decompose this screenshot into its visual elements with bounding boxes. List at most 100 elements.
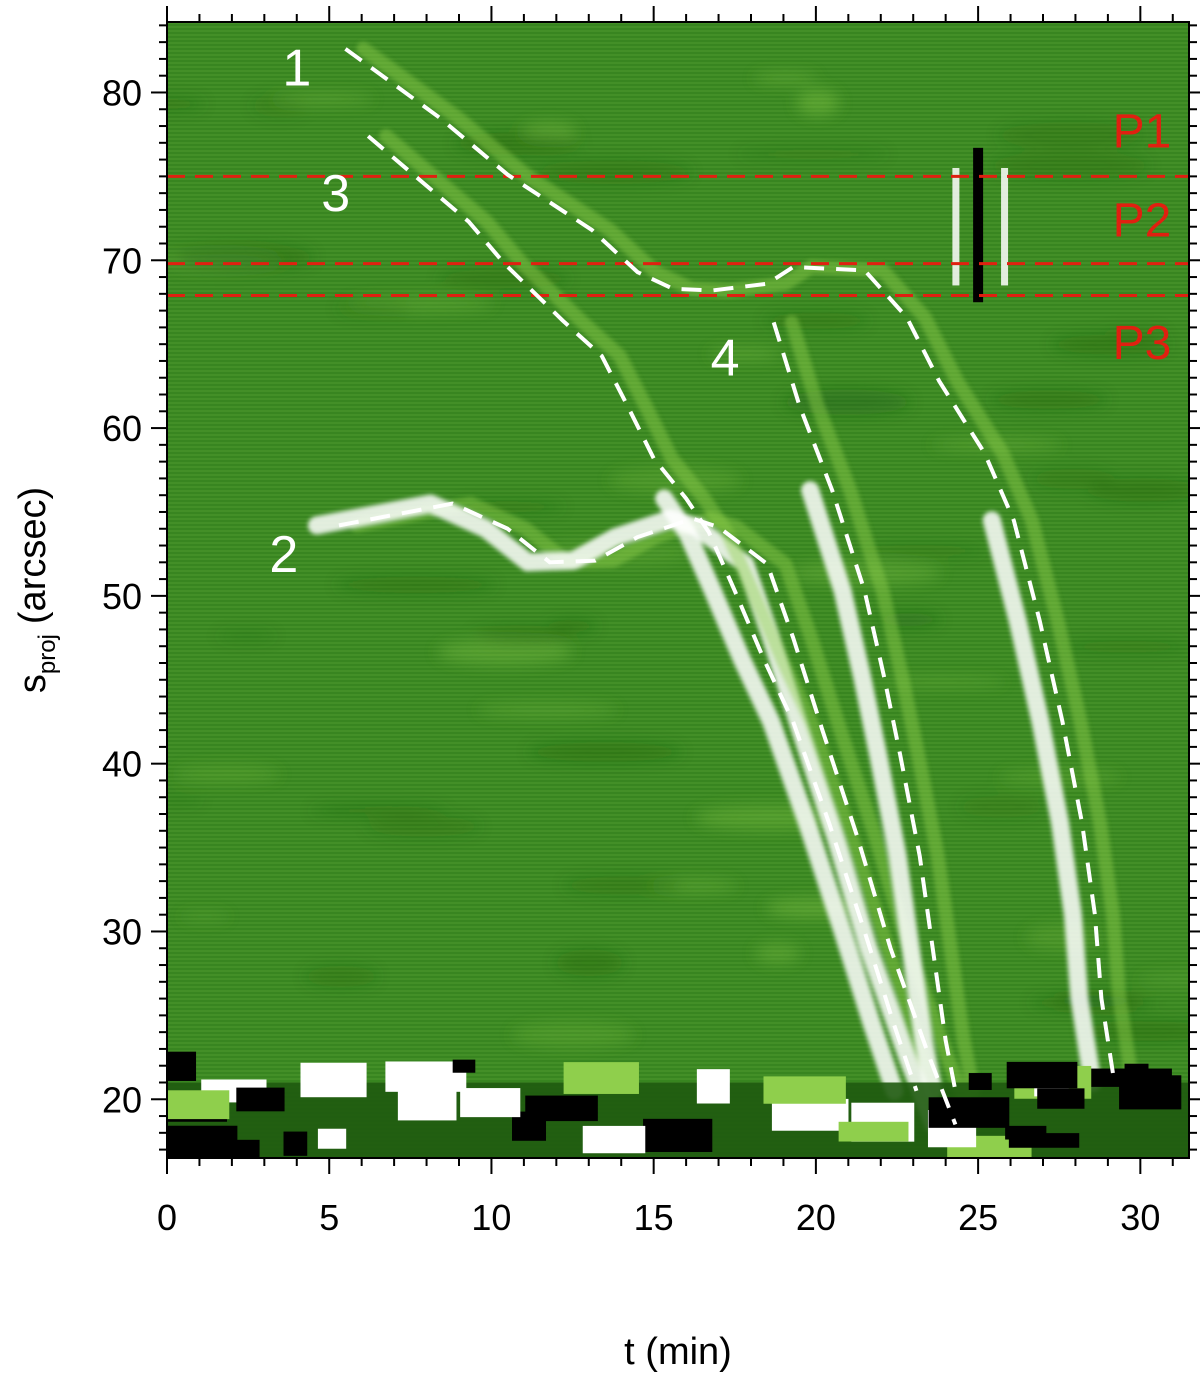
y-tick-label: 50 xyxy=(102,576,142,617)
texture-blob xyxy=(708,347,781,361)
texture-blob xyxy=(1064,640,1189,654)
texture-blob xyxy=(796,89,840,116)
texture-blob xyxy=(366,816,481,837)
texture-blob xyxy=(754,943,801,964)
track-label-2: 2 xyxy=(269,526,298,584)
streak-glow-3 xyxy=(379,129,942,1098)
footpoint-blob xyxy=(563,1062,639,1094)
footpoint-blob xyxy=(1037,1088,1085,1109)
footpoint-blob xyxy=(582,1125,646,1154)
texture-blob xyxy=(528,742,682,762)
texture-blob xyxy=(548,619,597,633)
streak-glow-1 xyxy=(356,41,1140,1090)
texture-blob xyxy=(310,805,447,816)
footpoint-blob xyxy=(300,1062,367,1098)
region-label-p1: P1 xyxy=(1113,105,1172,158)
y-tick-label: 80 xyxy=(102,72,142,113)
footpoint-blob xyxy=(928,1097,1010,1128)
texture-blob xyxy=(863,544,986,558)
track-label-3: 3 xyxy=(321,165,350,223)
texture-blob xyxy=(472,626,573,645)
texture-blob xyxy=(783,389,911,415)
texture-blob xyxy=(738,148,889,161)
region-label-p3: P3 xyxy=(1113,317,1172,370)
texture-blob xyxy=(1137,972,1189,987)
y-tick-label: 20 xyxy=(102,1079,142,1120)
texture-blob xyxy=(1032,468,1115,490)
texture-blob xyxy=(477,702,618,718)
footpoint-blob xyxy=(283,1131,308,1156)
bright-artifact-bar xyxy=(952,167,960,286)
footpoint-blob xyxy=(1119,1075,1182,1110)
texture-blob xyxy=(174,243,314,271)
footpoint-blob xyxy=(525,1095,598,1122)
texture-blob xyxy=(335,576,496,594)
texture-blob xyxy=(959,795,1045,818)
streak-bright-4 xyxy=(801,481,943,1100)
y-axis-label-sub: proj xyxy=(34,634,61,674)
x-tick-label: 20 xyxy=(796,1197,836,1238)
footpoint-blob xyxy=(968,1073,992,1090)
y-tick-label: 30 xyxy=(102,911,142,952)
track-2-line xyxy=(338,501,958,1126)
footpoint-blob xyxy=(460,1088,521,1118)
footpoint-blob xyxy=(763,1076,846,1104)
x-tick-label: 5 xyxy=(319,1197,339,1238)
plot-frame xyxy=(166,21,1190,1159)
footpoint-blob xyxy=(317,1128,347,1149)
x-tick-label: 10 xyxy=(471,1197,511,1238)
texture-blob xyxy=(437,639,573,665)
streak-bright-3 xyxy=(655,489,904,1100)
texture-blob xyxy=(1030,994,1154,1011)
texture-blob xyxy=(180,911,230,922)
dark-artifact-bar xyxy=(973,147,984,303)
texture-blob xyxy=(764,312,869,330)
kymograph-image xyxy=(167,22,1189,1158)
footpoint-blob xyxy=(643,1118,713,1152)
footpoint-blob xyxy=(838,1121,909,1142)
bright-artifact-bar xyxy=(1001,167,1009,286)
track-3-line xyxy=(366,134,919,1092)
track-4-line xyxy=(771,321,958,1092)
texture-blob xyxy=(511,1021,635,1048)
footpoint-blob xyxy=(696,1069,730,1104)
x-tick-label: 25 xyxy=(958,1197,998,1238)
texture-blob xyxy=(272,93,374,105)
texture-blob xyxy=(555,949,624,976)
y-tick-label: 70 xyxy=(102,240,142,281)
region-label-p2: P2 xyxy=(1113,194,1172,247)
footpoint-blob xyxy=(167,1125,238,1158)
texture-blob xyxy=(173,765,281,784)
texture-blob xyxy=(997,122,1145,149)
texture-blob xyxy=(167,97,205,111)
texture-blob xyxy=(336,302,412,316)
footpoint-blob xyxy=(1006,1061,1078,1089)
texture-blob xyxy=(1087,478,1189,502)
x-tick-label: 0 xyxy=(157,1197,177,1238)
texture-blob xyxy=(875,677,1006,687)
texture-blob xyxy=(535,160,692,185)
y-tick-label: 40 xyxy=(102,744,142,785)
footpoint-blob xyxy=(771,1098,849,1131)
texture-blob xyxy=(304,966,378,987)
x-axis-label: t (min) xyxy=(624,1331,732,1373)
track-label-1: 1 xyxy=(282,39,311,97)
texture-blob xyxy=(1104,327,1166,338)
y-tick-label: 60 xyxy=(102,408,142,449)
texture-blob xyxy=(753,72,817,84)
footpoint-blob xyxy=(397,1082,457,1121)
texture-blob xyxy=(609,466,742,494)
footpoint-blob xyxy=(167,1090,230,1120)
texture-blob xyxy=(990,151,1150,180)
y-axis-label-main: s xyxy=(12,674,54,693)
texture-blob xyxy=(990,390,1108,409)
texture-blob xyxy=(563,876,684,895)
footpoint-blob xyxy=(452,1059,476,1073)
track-1-line xyxy=(344,47,1117,1083)
footpoint-blob xyxy=(1005,1125,1047,1140)
texture-blob xyxy=(1051,334,1170,355)
texture-blob xyxy=(167,796,203,805)
footpoint-blob xyxy=(236,1087,285,1112)
streak-bright-1 xyxy=(982,511,1102,1092)
